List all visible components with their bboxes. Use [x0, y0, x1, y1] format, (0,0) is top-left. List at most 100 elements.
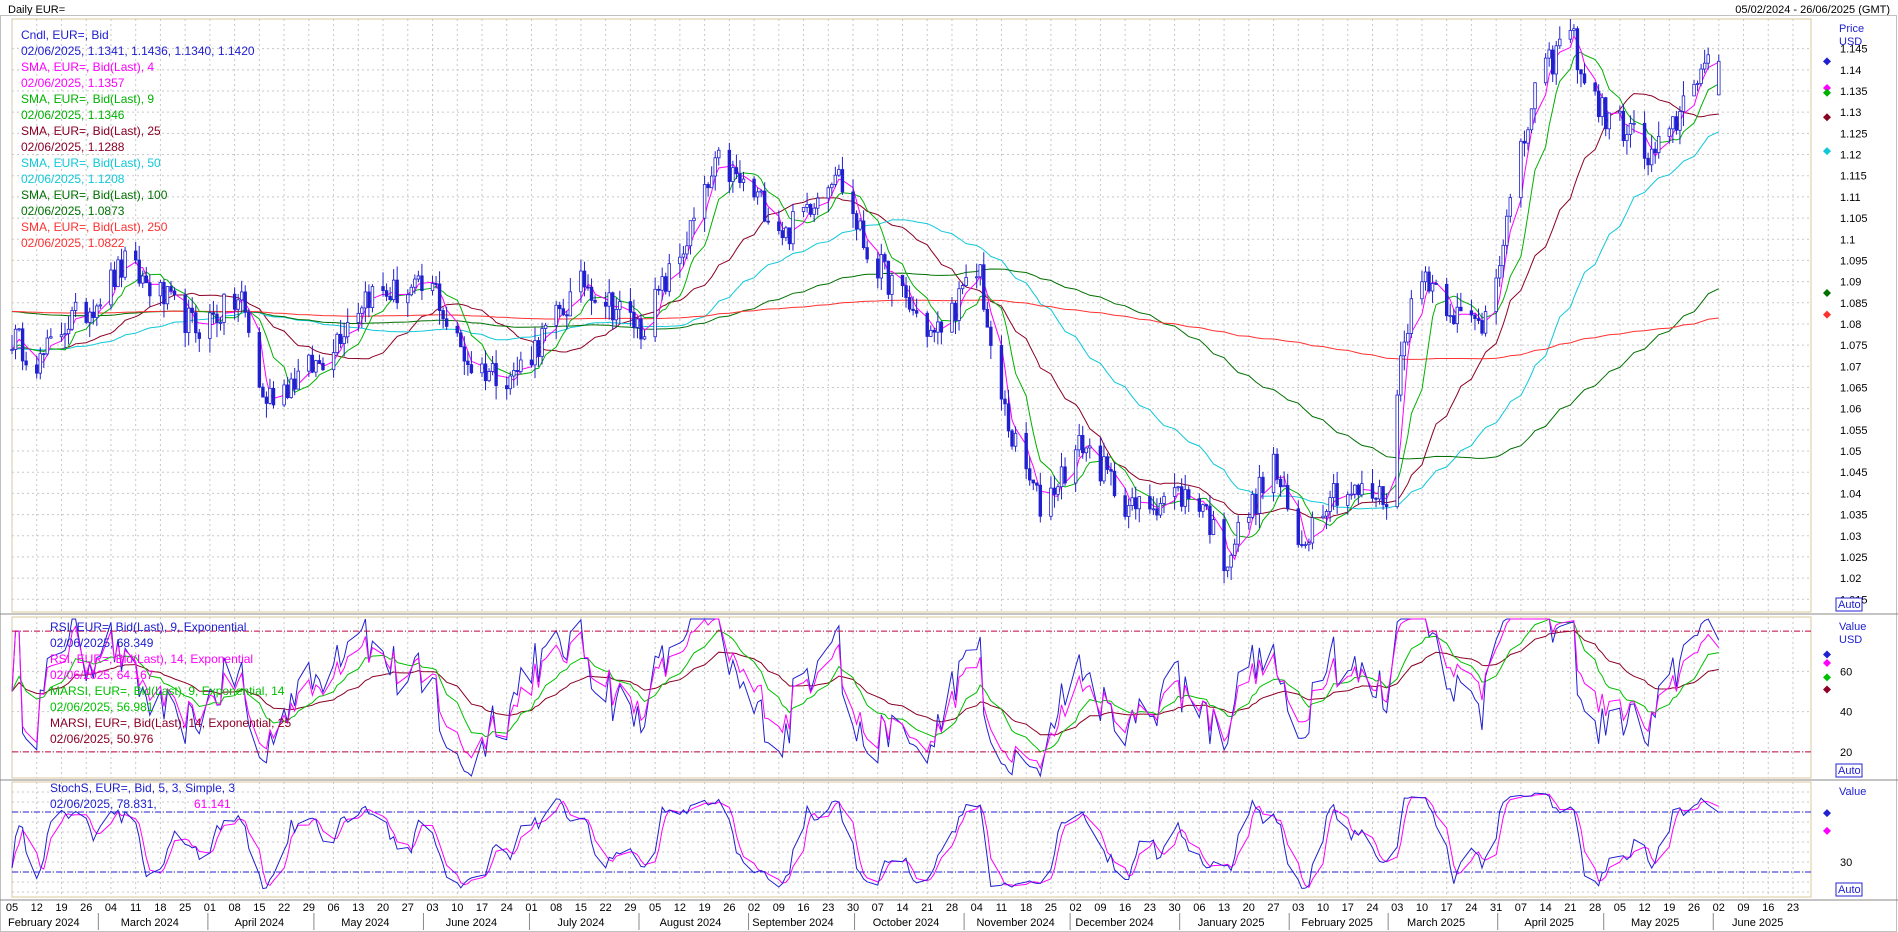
last-value-marker	[1823, 88, 1831, 97]
candle-body	[738, 173, 742, 183]
auto-scale-button[interactable]	[1835, 882, 1863, 897]
candle-body	[1360, 483, 1364, 496]
candle-body	[346, 322, 350, 338]
x-tick-label: 28	[946, 902, 958, 914]
candle-body	[664, 276, 668, 292]
candle-body	[1558, 38, 1562, 47]
legend-label: SMA, EUR=, Bid(Last), 4	[21, 60, 154, 74]
candle-body	[416, 275, 421, 280]
candle-body	[247, 311, 251, 333]
candle-body	[186, 307, 191, 333]
candle-body	[70, 310, 74, 330]
candle-body	[936, 321, 940, 333]
x-tick-label: 15	[253, 902, 265, 914]
month-label: May 2024	[341, 917, 389, 929]
candle-body	[731, 167, 735, 182]
x-tick-label: 12	[1638, 902, 1650, 914]
x-tick-label: 07	[872, 902, 884, 914]
candle-body	[911, 308, 915, 312]
auto-scale-button[interactable]	[1835, 597, 1863, 612]
candle-body	[1335, 483, 1339, 506]
candle-body	[158, 282, 163, 297]
candle-body	[780, 230, 785, 239]
candle-body	[1621, 110, 1626, 142]
candle-body	[95, 305, 99, 318]
candle-body	[63, 333, 67, 336]
candle-body	[194, 312, 198, 334]
candle-body	[1324, 511, 1329, 517]
candle-body	[1201, 504, 1205, 512]
x-tick-label: 05	[6, 902, 18, 914]
candle-body	[197, 332, 201, 339]
x-tick-label: 09	[1737, 902, 1749, 914]
axis-unit: USD	[1839, 36, 1862, 48]
x-tick-label: 17	[1441, 902, 1453, 914]
x-tick-label: 27	[402, 902, 414, 914]
candle-body	[141, 275, 145, 284]
candle-body	[1519, 140, 1523, 199]
x-tick-label: 11	[996, 902, 1007, 914]
auto-scale-label: Auto	[1838, 765, 1861, 777]
candle-body	[791, 211, 795, 245]
candle-body	[635, 318, 640, 328]
month-label: March 2024	[121, 917, 179, 929]
y-tick-label: 1.055	[1840, 425, 1868, 437]
x-tick-label: 12	[674, 902, 686, 914]
last-value-marker	[1823, 147, 1831, 156]
legend-label: SMA, EUR=, Bid(Last), 50	[21, 156, 161, 170]
candle-body	[1399, 355, 1403, 396]
x-tick-label: 07	[1515, 902, 1527, 914]
marsi-14-line	[11, 629, 1719, 736]
x-tick-label: 17	[1342, 902, 1354, 914]
candle-body	[109, 269, 113, 306]
legend-label: SMA, EUR=, Bid(Last), 100	[21, 188, 168, 202]
candle-body	[614, 309, 618, 321]
candle-body	[420, 275, 424, 291]
x-tick-label: 23	[1144, 902, 1156, 914]
candle-body	[900, 274, 905, 287]
candle-body	[1476, 318, 1481, 321]
x-tick-label: 29	[303, 902, 315, 914]
candle-body	[310, 354, 315, 373]
candle-body	[1006, 403, 1011, 432]
sma-line-50	[11, 131, 1720, 510]
candle-body	[1551, 49, 1555, 75]
candle-body	[84, 301, 88, 323]
candle-body	[208, 312, 212, 339]
candle-body	[1038, 484, 1043, 517]
candle-body	[1671, 116, 1675, 130]
legend-label: RSI, EUR=, Bid(Last), 14, Exponential	[50, 652, 253, 666]
candle-body	[593, 299, 597, 303]
candle-body	[1459, 306, 1463, 312]
candle-body	[215, 313, 219, 324]
candle-body	[1275, 453, 1279, 480]
month-label: December 2024	[1075, 917, 1153, 929]
candle-body	[321, 362, 325, 371]
candle-body	[1483, 311, 1488, 334]
month-label: September 2024	[752, 917, 833, 929]
y-tick-label: 1.07	[1840, 361, 1861, 373]
auto-scale-button[interactable]	[1835, 763, 1863, 778]
legend-label: SMA, EUR=, Bid(Last), 25	[21, 124, 161, 138]
candle-body	[685, 245, 689, 255]
y-tick-label: 1.1	[1840, 234, 1855, 246]
candle-body	[607, 292, 611, 307]
candle-body	[1695, 83, 1700, 85]
x-tick-label: 06	[327, 902, 339, 914]
candle-body	[519, 359, 523, 372]
candle-body	[1653, 148, 1657, 154]
candle-body	[409, 286, 414, 296]
candle-body	[91, 311, 95, 318]
candle-body	[1646, 157, 1650, 166]
x-tick-label: 30	[1168, 902, 1180, 914]
legend-value: 02/06/2025, 78.831,	[50, 797, 157, 811]
candle-body	[1278, 478, 1283, 488]
candle-body	[317, 360, 322, 364]
candle-body	[1480, 320, 1484, 334]
candle-body	[904, 285, 908, 298]
candle-body	[1211, 519, 1216, 535]
candle-body	[960, 285, 965, 290]
panel-frame	[11, 18, 1812, 613]
month-label: August 2024	[660, 917, 722, 929]
